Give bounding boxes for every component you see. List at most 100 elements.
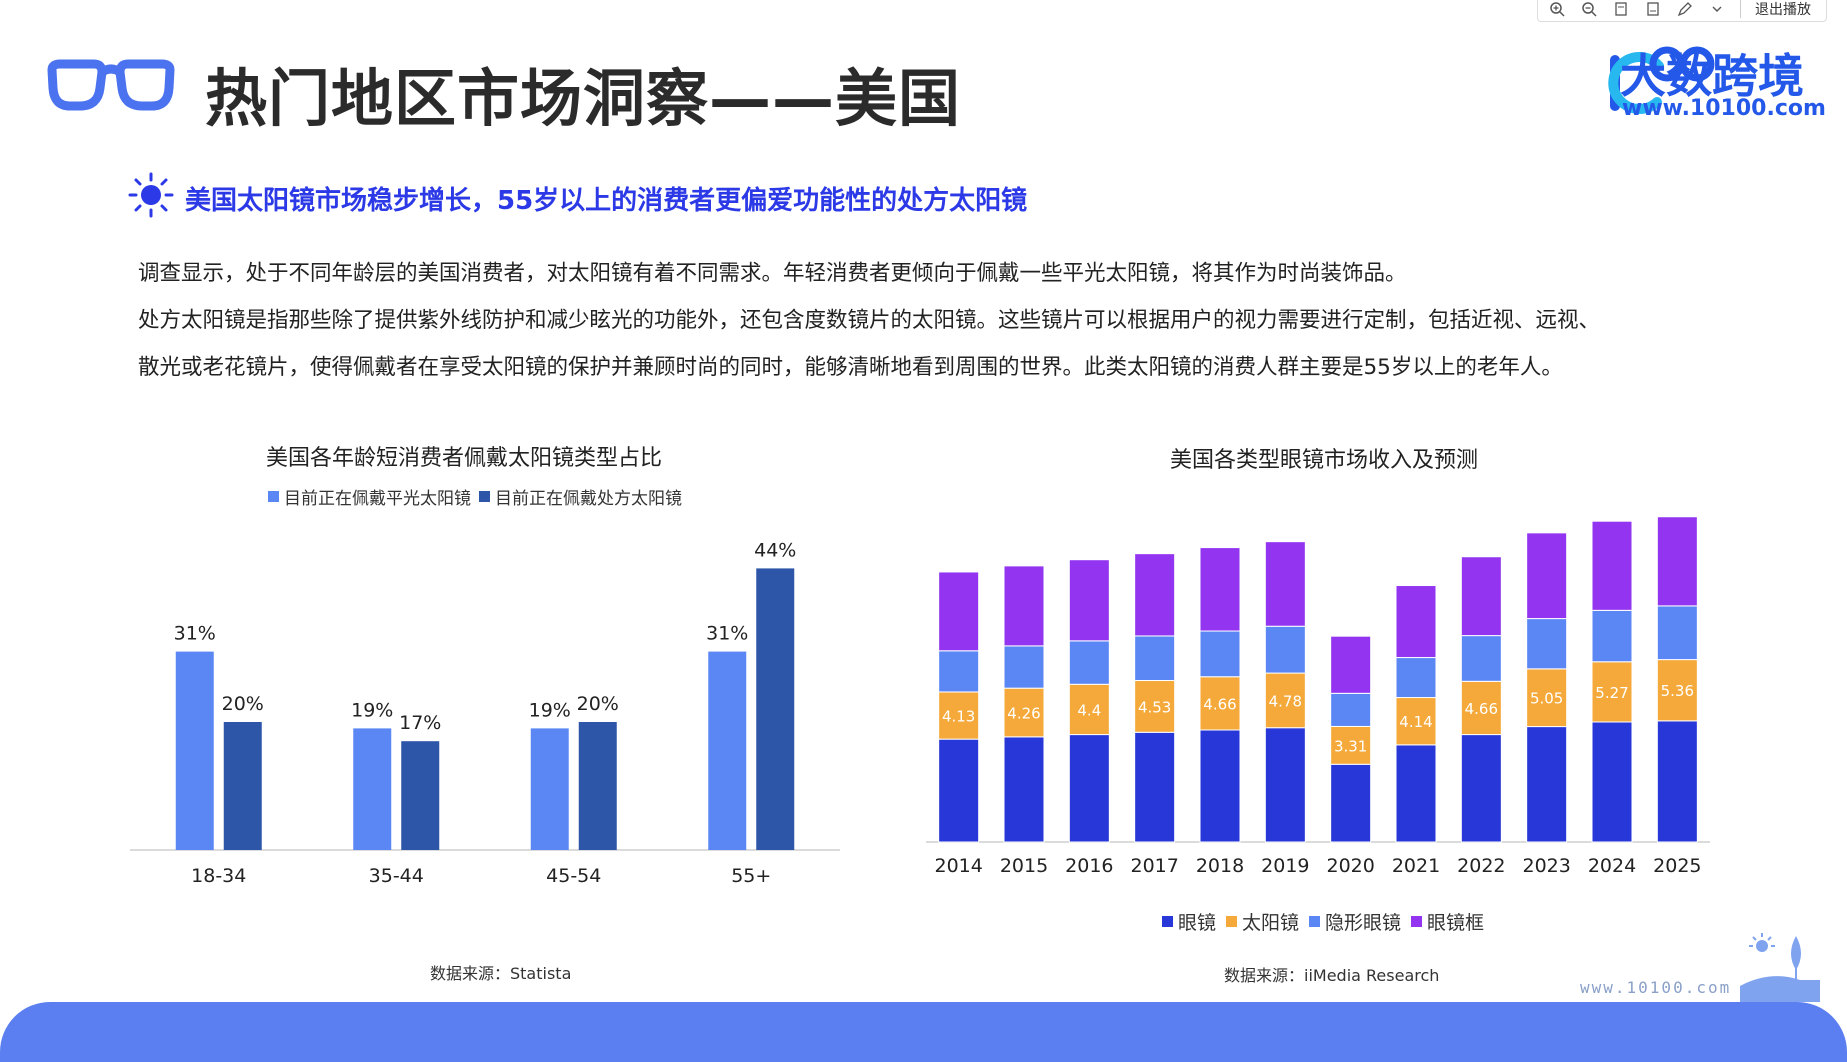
stacked-bar-segment: [1591, 520, 1633, 611]
right-stacked-bar-chart: 4.13 2014 4.26 2015 4.4 2016 4.53 2017 4.66 2018 4…: [926, 516, 1710, 877]
legend-label: 目前正在佩戴平光太阳镜: [284, 489, 471, 509]
stacked-bar-segment: [1395, 697, 1437, 746]
legend-item: 隐形眼镜: [1309, 908, 1401, 935]
footer-band: [0, 1002, 1847, 1062]
data-label: 4.66: [1465, 700, 1498, 718]
stacked-bar-segment: [1526, 532, 1568, 620]
stacked-bar-segment: [1460, 635, 1502, 682]
x-tick-label: 2024: [1588, 855, 1636, 877]
stacked-bar-segment: [1003, 565, 1045, 647]
data-label: 5.05: [1530, 690, 1563, 708]
stacked-bar-segment: [1264, 541, 1306, 627]
data-label: 19%: [351, 699, 393, 721]
stacked-bar-segment: [1199, 630, 1241, 678]
stacked-bar-segment: [938, 571, 980, 652]
legend-label: 太阳镜: [1242, 912, 1300, 934]
data-label: 5.36: [1661, 682, 1694, 700]
x-tick-label: 2018: [1196, 855, 1244, 877]
stacked-bar-segment: [1460, 680, 1502, 736]
data-label: 20%: [222, 693, 264, 715]
stacked-bar-segment: [1330, 692, 1372, 727]
stacked-bar-segment: [1068, 559, 1110, 642]
stacked-bar-segment: [1656, 720, 1698, 843]
x-tick-label: 2025: [1653, 855, 1701, 877]
page-next-icon[interactable]: [1644, 0, 1662, 18]
bar: [708, 651, 747, 850]
left-chart-title: 美国各年龄短消费者佩戴太阳镜类型占比: [266, 446, 663, 471]
left-chart-source: 数据来源：Statista: [430, 964, 572, 983]
x-tick-label: 2017: [1130, 855, 1178, 877]
stacked-bar-segment: [1460, 734, 1502, 843]
x-tick-label: 2021: [1392, 855, 1440, 877]
data-label: 20%: [577, 693, 619, 715]
brand-name: 大数跨境: [1620, 49, 1804, 103]
bar: [530, 728, 569, 850]
stacked-bar-segment: [1395, 657, 1437, 699]
sun-icon: [128, 172, 174, 218]
left-chart-legend: 目前正在佩戴平光太阳镜 目前正在佩戴处方太阳镜: [268, 484, 682, 509]
body-line: 调查显示，处于不同年龄层的美国消费者，对太阳镜有着不同需求。年轻消费者更倾向于佩…: [138, 261, 1407, 286]
legend-item: 太阳镜: [1226, 908, 1299, 935]
stacked-bar-segment: [1526, 726, 1568, 843]
stacked-bar-segment: [1003, 645, 1045, 689]
exit-presentation-button[interactable]: 退出播放: [1755, 2, 1811, 18]
stacked-bar-segment: [1460, 556, 1502, 637]
stacked-bar-segment: [1591, 609, 1633, 663]
data-label: 5.27: [1595, 684, 1628, 702]
data-label: 4.53: [1138, 698, 1171, 716]
legend-item: 眼镜: [1162, 908, 1216, 935]
zoom-out-icon[interactable]: [1580, 0, 1598, 18]
stacked-bar-segment: [1656, 516, 1698, 607]
legend-item: 目前正在佩戴平光太阳镜: [268, 484, 471, 509]
x-tick-label: 18-34: [191, 865, 246, 887]
legend-swatch: [1162, 916, 1173, 927]
data-label: 4.4: [1077, 701, 1101, 719]
data-label: 19%: [529, 699, 571, 721]
stacked-bar-segment: [1068, 734, 1110, 843]
data-label: 4.13: [942, 708, 975, 726]
chevron-down-icon[interactable]: [1708, 0, 1726, 18]
toolbar-divider: [1740, 0, 1741, 18]
stacked-bar-segment: [1264, 727, 1306, 843]
stacked-bar-segment: [1591, 721, 1633, 843]
data-label: 4.26: [1007, 705, 1040, 723]
stacked-bar-segment: [1199, 547, 1241, 632]
legend-item: 目前正在佩戴处方太阳镜: [479, 484, 682, 509]
data-label: 31%: [706, 623, 748, 645]
stacked-bar-segment: [1134, 635, 1176, 682]
data-label: 4.14: [1399, 713, 1432, 731]
stacked-bar-segment: [1199, 729, 1241, 843]
x-tick-label: 2015: [1000, 855, 1048, 877]
x-tick-label: 2022: [1457, 855, 1505, 877]
x-tick-label: 45-54: [546, 865, 601, 887]
page-prev-icon[interactable]: [1612, 0, 1630, 18]
legend-swatch: [1309, 916, 1321, 927]
stacked-bar-segment: [1199, 676, 1241, 731]
stacked-bar-segment: [1395, 585, 1437, 659]
bar: [401, 741, 440, 850]
bar: [223, 722, 262, 850]
right-chart-title: 美国各类型眼镜市场收入及预测: [1170, 448, 1479, 473]
zoom-in-icon[interactable]: [1548, 0, 1566, 18]
x-tick-label: 35-44: [369, 865, 424, 887]
body-line: 处方太阳镜是指那些除了提供紫外线防护和减少眩光的功能外，还包含度数镜片的太阳镜。…: [138, 308, 1601, 333]
right-chart-source: 数据来源：iiMedia Research: [1224, 966, 1440, 985]
footer-url: www.10100.com: [1580, 978, 1732, 997]
stacked-bar-segment: [1656, 605, 1698, 661]
x-tick-label: 2019: [1261, 855, 1309, 877]
brand-logo-icon: [1608, 46, 1715, 114]
landscape-decoration-icon: [1740, 933, 1820, 1002]
legend-label: 眼镜框: [1427, 912, 1485, 934]
stacked-bar-segment: [1395, 744, 1437, 843]
x-tick-label: 2014: [934, 855, 982, 877]
stacked-bar-segment: [1264, 625, 1306, 674]
bar: [756, 568, 795, 850]
pen-icon[interactable]: [1676, 0, 1694, 18]
data-label: 17%: [399, 712, 441, 734]
data-label: 44%: [754, 539, 796, 561]
legend-label: 眼镜: [1178, 912, 1217, 934]
bar: [578, 722, 617, 850]
bar: [175, 651, 214, 850]
stacked-bar-segment: [1134, 553, 1176, 637]
x-tick-label: 2020: [1326, 855, 1374, 877]
